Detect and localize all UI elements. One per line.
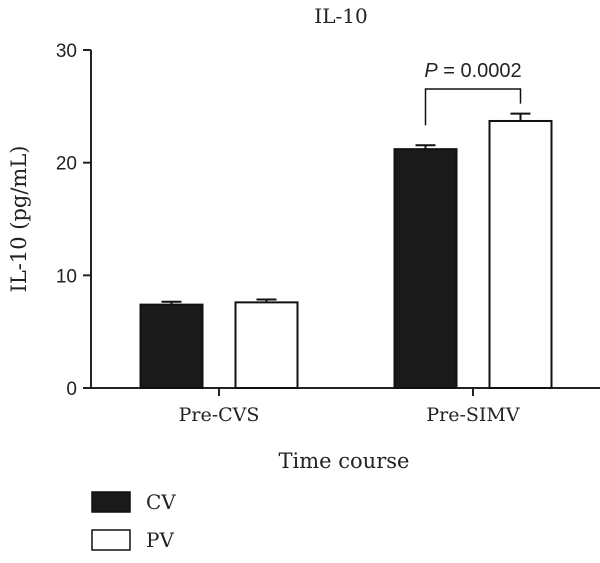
legend-label-pv: PV	[146, 528, 174, 552]
legend: CV PV	[91, 490, 176, 552]
legend-swatch-cv	[91, 491, 131, 513]
y-axis: 0 10 20 30	[56, 41, 92, 400]
y-tick-label: 30	[56, 41, 77, 62]
x-axis-title: Time course	[279, 449, 410, 473]
error-bars	[161, 112, 531, 305]
bars	[139, 119, 553, 390]
bar-cv-pre-cvs	[139, 303, 204, 390]
x-axis: Pre-CVS Pre-SIMV	[91, 387, 600, 426]
p-value-label: P = 0.0002	[424, 60, 521, 82]
bar-cv-pre-simv	[393, 148, 458, 389]
significance-bracket	[424, 88, 522, 126]
significance-annotation: P = 0.0002	[424, 60, 522, 126]
x-tick-label: Pre-CVS	[179, 404, 260, 426]
y-tick-label: 20	[56, 154, 77, 175]
y-axis-title: IL-10 (pg/mL)	[7, 146, 31, 293]
chart-title: IL-10	[314, 4, 367, 28]
legend-label-cv: CV	[146, 490, 176, 514]
y-tick-label: 10	[56, 266, 77, 287]
y-tick-label: 0	[66, 379, 77, 400]
x-tick-label: Pre-SIMV	[426, 404, 520, 426]
bar-pv-pre-cvs	[234, 301, 299, 389]
legend-swatch-pv	[91, 529, 131, 551]
bar-pv-pre-simv	[488, 119, 553, 389]
